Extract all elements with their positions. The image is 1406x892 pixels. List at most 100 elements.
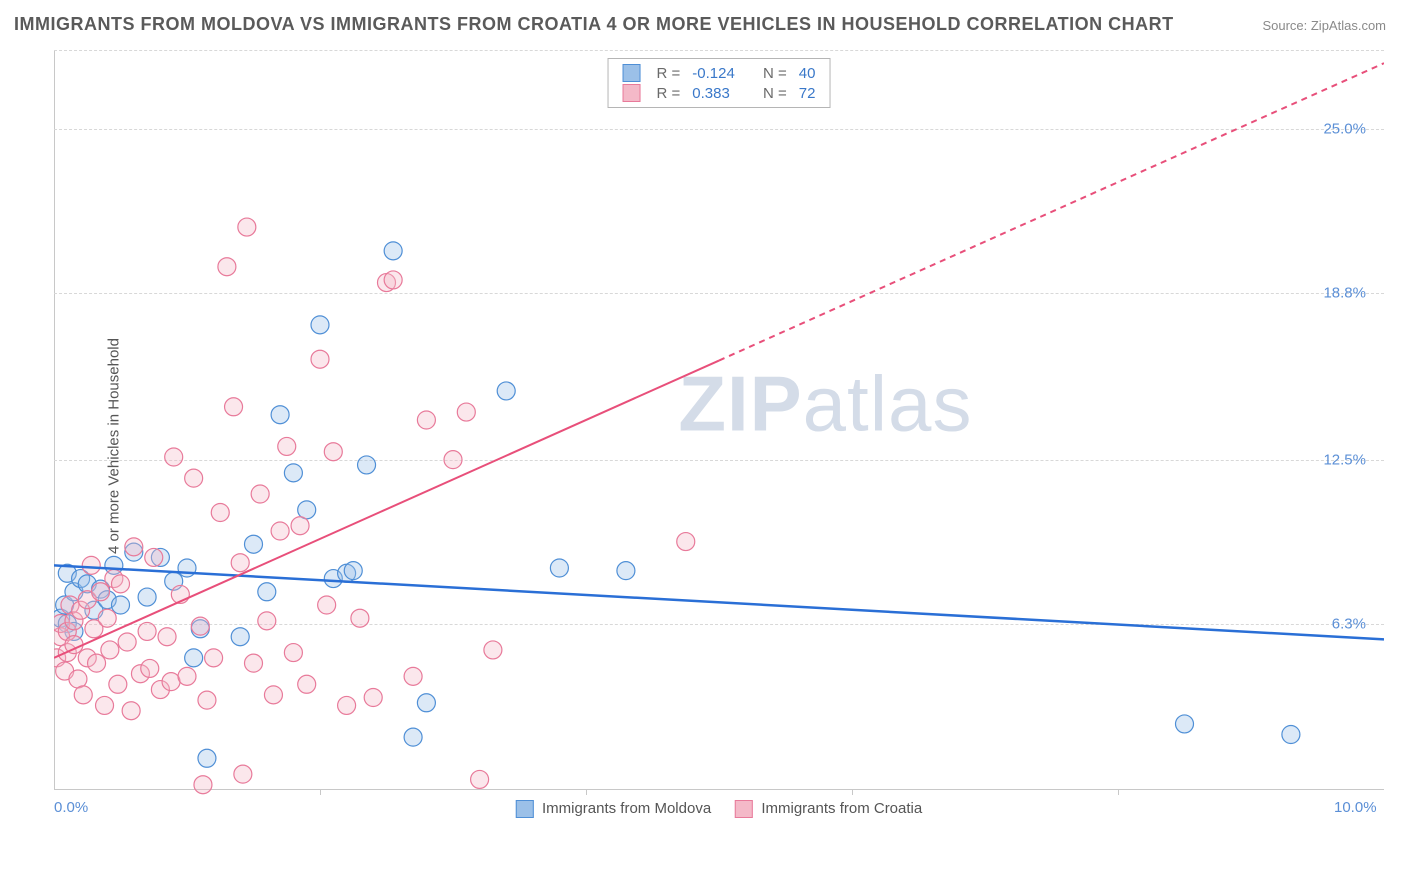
- x-tick-label: 0.0%: [54, 799, 88, 816]
- data-point: [231, 628, 249, 646]
- data-point: [205, 649, 223, 667]
- legend-swatch: [623, 84, 641, 102]
- data-point: [145, 548, 163, 566]
- n-label: N =: [757, 63, 793, 83]
- data-point: [298, 675, 316, 693]
- data-point: [165, 448, 183, 466]
- data-point: [457, 403, 475, 421]
- data-point: [178, 667, 196, 685]
- y-tick-label: 25.0%: [1323, 121, 1366, 138]
- r-label: R =: [651, 63, 687, 83]
- scatter-plot: [54, 50, 1384, 820]
- data-point: [1282, 726, 1300, 744]
- y-tick-label: 6.3%: [1332, 615, 1366, 632]
- data-point: [404, 728, 422, 746]
- legend-stats: R =-0.124 N =40 R =0.383 N =72: [608, 58, 831, 108]
- data-point: [82, 556, 100, 574]
- n-value: 72: [793, 83, 822, 103]
- data-point: [258, 583, 276, 601]
- legend-label: Immigrants from Moldova: [542, 800, 711, 817]
- data-point: [98, 609, 116, 627]
- data-point: [358, 456, 376, 474]
- x-minor-tick: [320, 790, 321, 795]
- data-point: [112, 575, 130, 593]
- x-minor-tick: [1118, 790, 1119, 795]
- data-point: [194, 776, 212, 794]
- data-point: [617, 562, 635, 580]
- chart-title: IMMIGRANTS FROM MOLDOVA VS IMMIGRANTS FR…: [14, 14, 1174, 35]
- data-point: [245, 535, 263, 553]
- r-value: 0.383: [686, 83, 741, 103]
- data-point: [264, 686, 282, 704]
- data-point: [364, 689, 382, 707]
- data-point: [338, 696, 356, 714]
- r-value: -0.124: [686, 63, 741, 83]
- legend-series: Immigrants from Moldova Immigrants from …: [504, 800, 934, 818]
- legend-swatch: [623, 64, 641, 82]
- data-point: [550, 559, 568, 577]
- data-point: [284, 464, 302, 482]
- data-point: [109, 675, 127, 693]
- x-tick-label: 10.0%: [1334, 799, 1377, 816]
- n-value: 40: [793, 63, 822, 83]
- data-point: [158, 628, 176, 646]
- data-point: [185, 649, 203, 667]
- data-point: [417, 694, 435, 712]
- data-point: [138, 622, 156, 640]
- data-point: [238, 218, 256, 236]
- chart-area: ZIPatlas R =-0.124 N =40R =0.383 N =72 6…: [54, 50, 1384, 820]
- data-point: [284, 644, 302, 662]
- data-point: [484, 641, 502, 659]
- data-point: [88, 654, 106, 672]
- data-point: [191, 617, 209, 635]
- data-point: [162, 673, 180, 691]
- data-point: [198, 749, 216, 767]
- data-point: [251, 485, 269, 503]
- x-minor-tick: [852, 790, 853, 795]
- data-point: [271, 406, 289, 424]
- data-point: [112, 596, 130, 614]
- trend-line: [54, 565, 1384, 639]
- legend-swatch: [516, 800, 534, 818]
- data-point: [125, 538, 143, 556]
- source-label: Source: ZipAtlas.com: [1262, 18, 1386, 33]
- data-point: [278, 437, 296, 455]
- data-point: [677, 533, 695, 551]
- data-point: [122, 702, 140, 720]
- data-point: [141, 659, 159, 677]
- data-point: [258, 612, 276, 630]
- data-point: [101, 641, 119, 659]
- x-minor-tick: [586, 790, 587, 795]
- data-point: [118, 633, 136, 651]
- data-point: [444, 451, 462, 469]
- data-point: [404, 667, 422, 685]
- data-point: [211, 504, 229, 522]
- data-point: [245, 654, 263, 672]
- data-point: [234, 765, 252, 783]
- data-point: [311, 350, 329, 368]
- data-point: [96, 696, 114, 714]
- n-label: N =: [757, 83, 793, 103]
- trend-line: [54, 361, 719, 658]
- data-point: [318, 596, 336, 614]
- data-point: [291, 517, 309, 535]
- data-point: [185, 469, 203, 487]
- data-point: [471, 770, 489, 788]
- r-label: R =: [651, 83, 687, 103]
- data-point: [417, 411, 435, 429]
- data-point: [324, 443, 342, 461]
- data-point: [74, 686, 92, 704]
- legend-swatch: [735, 800, 753, 818]
- data-point: [218, 258, 236, 276]
- data-point: [271, 522, 289, 540]
- data-point: [225, 398, 243, 416]
- data-point: [69, 670, 87, 688]
- data-point: [138, 588, 156, 606]
- y-tick-label: 18.8%: [1323, 285, 1366, 302]
- legend-label: Immigrants from Croatia: [761, 800, 922, 817]
- data-point: [351, 609, 369, 627]
- data-point: [344, 562, 362, 580]
- data-point: [384, 271, 402, 289]
- data-point: [231, 554, 249, 572]
- data-point: [384, 242, 402, 260]
